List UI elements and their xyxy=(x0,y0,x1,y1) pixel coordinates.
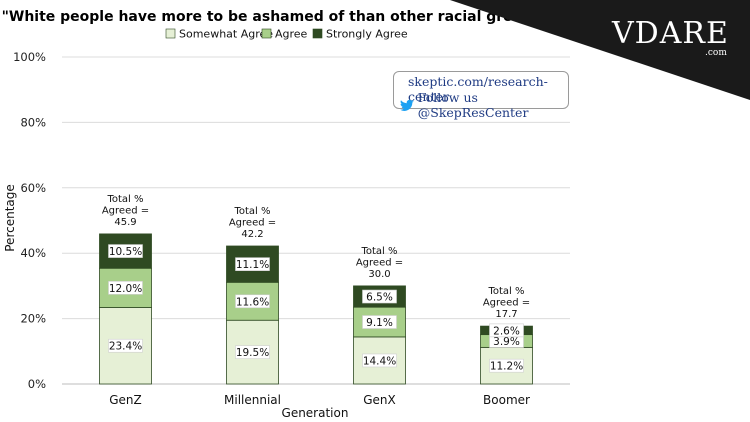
legend-label: Agree xyxy=(275,28,308,41)
data-label: 9.1% xyxy=(366,317,393,329)
total-annotation: Agreed = xyxy=(102,205,149,216)
total-annotation: Total % xyxy=(233,206,270,217)
twitter-bird-icon xyxy=(400,99,414,111)
legend-label: Somewhat Agree xyxy=(179,28,273,41)
data-label-box xyxy=(489,358,524,373)
total-annotation: Agreed = xyxy=(356,257,403,268)
bar-segment xyxy=(99,307,152,385)
data-label: 19.5% xyxy=(236,347,269,359)
x-tick-labels: GenZ Millennial GenX Boomer xyxy=(109,393,530,407)
y-tick-label: 60% xyxy=(20,181,46,195)
total-annotation: 45.9 xyxy=(114,217,136,228)
legend-swatch xyxy=(312,28,323,39)
data-label: 11.2% xyxy=(490,361,523,373)
data-label-box xyxy=(489,323,524,338)
brand-logo: VDARE xyxy=(612,16,729,51)
data-label: 10.5% xyxy=(109,246,142,258)
chart-title: "White people have more to be ashamed of… xyxy=(2,9,549,25)
data-label: 23.4% xyxy=(109,341,142,353)
x-tick-label: GenX xyxy=(363,393,396,407)
data-label: 11.1% xyxy=(236,259,269,271)
data-label-box xyxy=(362,353,397,368)
total-annotation: 42.2 xyxy=(241,229,263,240)
total-annotation: Total % xyxy=(487,286,524,297)
y-tick-label: 80% xyxy=(20,115,46,129)
data-label-box xyxy=(362,289,397,304)
legend-swatch xyxy=(165,28,176,39)
data-label-box xyxy=(362,315,397,329)
x-tick-label: Millennial xyxy=(224,393,281,407)
y-axis-label: Percentage xyxy=(3,184,17,252)
y-tick-label: 20% xyxy=(20,312,46,326)
y-tick-label: 40% xyxy=(20,246,46,260)
data-label: 2.6% xyxy=(493,325,520,337)
total-annotation: Total % xyxy=(360,246,397,257)
data-label-box xyxy=(108,244,143,258)
x-axis-label: Generation xyxy=(282,406,349,420)
total-annotation: Agreed = xyxy=(229,218,276,229)
total-annotation: 30.0 xyxy=(368,269,390,280)
x-tick-label: GenZ xyxy=(109,393,142,407)
legend-label: Strongly Agree xyxy=(326,28,408,41)
data-label: 12.0% xyxy=(109,283,142,295)
follow-text: Follow us @SkepResCenter xyxy=(417,90,529,120)
data-label: 14.4% xyxy=(363,355,396,367)
y-tick-labels: 0% 20% 40% 60% 80% 100% xyxy=(13,50,46,391)
total-annotation: Agreed = xyxy=(483,298,530,309)
legend: Somewhat Agree Agree Strongly Agree xyxy=(165,28,408,41)
data-label-box xyxy=(108,338,143,353)
brand-suffix: .com xyxy=(705,48,727,58)
y-tick-label: 100% xyxy=(13,50,46,64)
source-url[interactable]: skeptic.com/research-center xyxy=(408,74,548,104)
brand-corner-banner xyxy=(450,0,750,100)
data-label: 3.9% xyxy=(493,336,520,348)
data-label: 11.6% xyxy=(236,296,269,308)
data-label-box xyxy=(235,294,270,309)
legend-swatch xyxy=(261,28,272,39)
data-label-box xyxy=(108,281,143,295)
bars: 23.4%12.0%10.5%Total %Agreed =45.919.5%1… xyxy=(99,194,533,385)
x-tick-label: Boomer xyxy=(483,393,530,407)
total-annotation: 17.7 xyxy=(495,309,517,320)
total-annotation: Total % xyxy=(106,194,143,205)
data-label: 6.5% xyxy=(366,292,393,304)
data-label-box xyxy=(235,345,270,359)
source-box: skeptic.com/research-center Follow us @S… xyxy=(393,71,569,120)
y-tick-label: 0% xyxy=(28,377,46,391)
data-label-box xyxy=(235,257,270,271)
